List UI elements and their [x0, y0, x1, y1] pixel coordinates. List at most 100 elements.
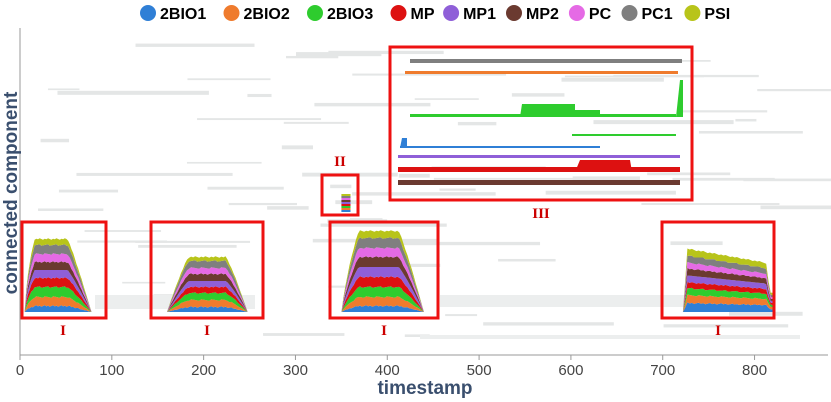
legend-swatch — [307, 5, 323, 21]
stream-layer-2bio1 — [24, 305, 92, 312]
background-line — [328, 285, 361, 288]
region-label: I — [715, 323, 721, 339]
background-line — [135, 240, 251, 243]
stream-layer-pc — [341, 198, 351, 200]
stream-layer-mp2 — [24, 261, 92, 312]
stream-layer-mp — [341, 204, 351, 206]
stream-layer-mp — [682, 282, 773, 312]
stream-layer-pc — [341, 247, 424, 312]
background-component-lines — [38, 43, 831, 339]
legend-label: MP2 — [526, 6, 559, 23]
background-line — [457, 121, 497, 126]
inset-bump — [520, 104, 600, 117]
legend-label: PC — [589, 6, 612, 23]
background-line — [414, 98, 479, 100]
highlight-box — [320, 173, 360, 217]
stream-areas — [24, 194, 773, 312]
x-tick-label: 400 — [375, 362, 400, 379]
legend-swatch — [443, 5, 460, 21]
inset-trace — [400, 146, 600, 148]
inset-spike — [676, 80, 683, 117]
highlight-box — [660, 220, 776, 320]
legend-swatch — [140, 5, 156, 21]
background-line — [511, 93, 565, 97]
legend-swatch — [684, 5, 701, 21]
background-line — [314, 102, 431, 107]
background-line — [349, 218, 383, 223]
background-line — [330, 184, 352, 189]
region-label: II — [334, 154, 346, 170]
background-line — [263, 333, 345, 336]
background-line — [393, 241, 541, 246]
inset-bump — [575, 160, 632, 172]
highlight-box — [388, 45, 694, 202]
stream-layer-mp2 — [341, 200, 351, 202]
stream-layer-mp2 — [341, 256, 424, 312]
inset-panel-iii — [398, 59, 683, 185]
background-line — [757, 88, 831, 92]
inset-bump — [400, 138, 407, 148]
background-line — [187, 78, 271, 81]
stream-layer-2bio2 — [341, 296, 424, 312]
background-line — [38, 208, 104, 211]
x-axis: 0 100 200 300 400 500 600 700 800 — [16, 28, 828, 379]
x-axis-title: timestamp — [377, 378, 472, 399]
background-line — [735, 118, 757, 122]
background-line — [57, 90, 209, 95]
background-line — [561, 77, 664, 82]
legend-label: MP — [411, 6, 435, 23]
background-line — [681, 110, 768, 113]
background-line — [138, 244, 237, 248]
stream-layer-2bio1 — [682, 302, 773, 312]
y-axis-title: connected component — [1, 91, 22, 294]
stream-layer-mp — [341, 276, 424, 312]
background-line — [698, 130, 803, 134]
background-line — [76, 172, 233, 176]
background-line — [760, 205, 831, 210]
background-line — [398, 173, 430, 178]
inset-trace — [405, 71, 678, 74]
inset-trace — [398, 155, 680, 158]
background-line — [641, 203, 780, 206]
background-line — [267, 206, 309, 210]
background-line — [352, 73, 507, 76]
legend-label: PC1 — [642, 6, 673, 23]
background-line — [404, 334, 430, 337]
stream-layer-2bio1 — [341, 305, 424, 312]
background-line — [281, 145, 313, 150]
legend: 2BIO1 2BIO2 2BIO3 MP MP1 MP2 PC PC1 PSI — [140, 5, 730, 23]
background-line — [40, 138, 70, 143]
stream-layer-2bio3 — [682, 287, 773, 312]
background-line — [84, 230, 162, 232]
inset-trace — [398, 167, 680, 172]
stream-layer-2bio2 — [166, 299, 248, 312]
legend-swatch — [390, 5, 407, 21]
background-line — [328, 50, 444, 55]
background-line — [320, 223, 447, 227]
background-line — [228, 202, 298, 206]
stream-layer-pc1 — [682, 255, 773, 312]
background-line — [122, 281, 166, 284]
region-label: I — [381, 323, 387, 339]
stream-layer-mp1 — [682, 275, 773, 312]
background-line — [729, 311, 803, 316]
background-line — [498, 258, 556, 262]
background-line — [286, 55, 339, 59]
stream-layer-mp — [166, 286, 248, 312]
region-label: I — [204, 323, 210, 339]
stream-layer-mp1 — [341, 267, 424, 312]
background-line — [58, 189, 119, 193]
highlight-box — [149, 220, 265, 320]
background-line — [247, 93, 272, 98]
x-tick-label: 0 — [16, 362, 24, 379]
stream-layer-psi — [682, 248, 773, 312]
legend-swatch — [568, 5, 585, 21]
stream-layer-pc1 — [341, 237, 424, 312]
legend-swatch — [506, 5, 522, 21]
legend-label: 2BIO1 — [160, 6, 206, 23]
background-line — [545, 190, 676, 195]
legend-swatch — [223, 5, 240, 21]
background-line — [296, 52, 382, 57]
x-tick-label: 100 — [99, 362, 124, 379]
